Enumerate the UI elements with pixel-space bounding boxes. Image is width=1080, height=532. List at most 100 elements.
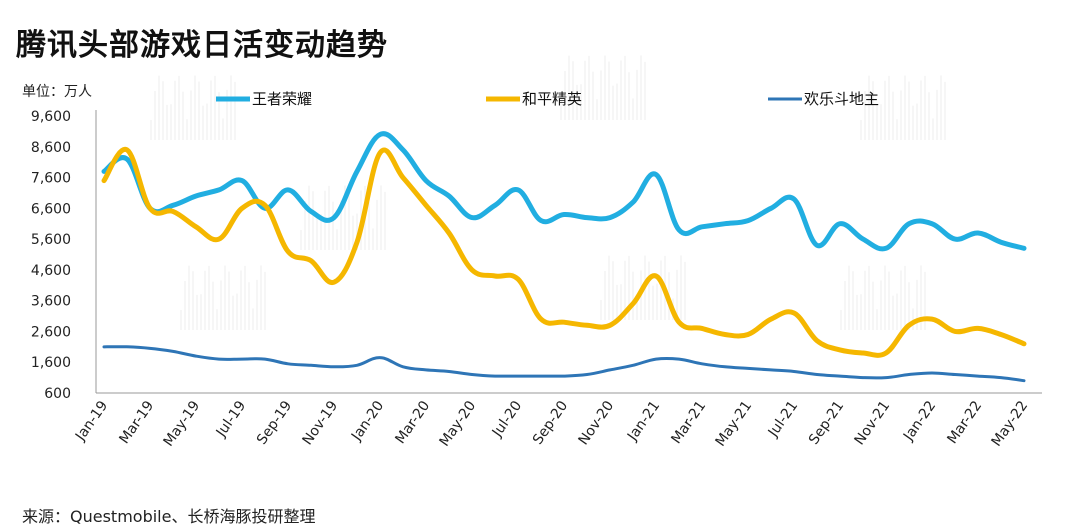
unit-label: 单位：万人 [22, 84, 92, 100]
x-axis-ticks: Jan-19 Mar-19 May-19 Jul-19 Sep-19 Nov-19 Jan-… [72, 398, 1031, 449]
watermark-bar [632, 98, 634, 120]
watermark-bar [244, 266, 246, 330]
y-tick-label: 6,600 [31, 201, 71, 217]
watermark-bar [372, 228, 374, 250]
watermark-bar [592, 72, 594, 120]
watermark-bar [660, 260, 662, 320]
watermark-bar [880, 104, 882, 140]
watermark-bar [216, 309, 218, 330]
watermark-bar [912, 308, 914, 330]
watermark-bar [204, 271, 206, 330]
watermark-bar [190, 90, 192, 140]
watermark-bar [876, 105, 878, 140]
x-tick-label: Mar-22 [944, 398, 985, 447]
y-tick-label: 8,600 [31, 140, 71, 156]
watermark-bar [900, 270, 902, 330]
watermark-bar [170, 104, 172, 140]
watermark-bar [214, 76, 216, 140]
x-tick-label: Jul-20 [489, 398, 525, 441]
y-tick-label: 600 [44, 386, 71, 402]
watermark-bar [376, 200, 378, 250]
watermark-bar [896, 119, 898, 140]
page-title: 腾讯头部游戏日活变动趋势 [16, 28, 388, 63]
watermark-bar [628, 72, 630, 120]
watermark-bar [162, 81, 164, 140]
watermark-bar [624, 56, 626, 120]
watermark-bar [928, 92, 930, 140]
x-tick-label: Nov-21 [852, 398, 894, 448]
watermark-bar [848, 266, 850, 330]
watermark-bar [884, 81, 886, 140]
watermark-bar [932, 118, 934, 140]
watermark-bar [620, 60, 622, 120]
watermark-bar [230, 75, 232, 140]
watermark-bar [332, 202, 334, 250]
watermark-bar [604, 271, 606, 320]
watermark-bar [234, 82, 236, 140]
y-tick-label: 5,600 [31, 232, 71, 248]
y-tick-label: 9,600 [31, 109, 71, 125]
watermark-bar [202, 106, 204, 140]
watermark-bar [348, 192, 350, 250]
watermark-bar [944, 82, 946, 140]
watermark-bar [896, 294, 898, 330]
watermark-bar [912, 106, 914, 140]
watermark-bar [872, 282, 874, 330]
x-tick-label: Jan-22 [900, 398, 939, 444]
legend-label: 王者荣耀 [252, 90, 312, 108]
legend: 王者荣耀 和平精英 欢乐斗地主 [216, 90, 879, 108]
x-tick-label: Mar-20 [392, 398, 433, 447]
x-tick-label: May-19 [161, 398, 204, 449]
watermark-bar [612, 261, 614, 320]
y-axis-ticks: 600 1,600 2,600 3,600 4,600 5,600 6,600 7,600 8,… [31, 109, 71, 402]
watermark-bar [888, 76, 890, 140]
watermark-bar [868, 266, 870, 330]
watermark-bar [264, 272, 266, 330]
watermark-bar [864, 271, 866, 330]
x-tick-label: Sep-21 [806, 398, 847, 448]
watermark-bar [648, 262, 650, 320]
watermark-bar [684, 262, 686, 320]
x-tick-label: Jan-20 [348, 398, 387, 444]
watermark-bar [612, 86, 614, 120]
watermark-bar [920, 80, 922, 140]
watermark-bar [384, 192, 386, 250]
y-tick-label: 3,600 [31, 294, 71, 310]
watermark-bar [154, 91, 156, 140]
watermark-bar [892, 296, 894, 330]
watermark-bar [856, 295, 858, 330]
watermark-bar [640, 55, 642, 120]
watermark-bar [208, 266, 210, 330]
watermark-bar [316, 215, 318, 250]
watermark-bar [206, 104, 208, 140]
y-tick-label: 1,600 [31, 355, 71, 371]
series-lines [101, 131, 1027, 383]
watermark-bar [860, 120, 862, 140]
watermark-bar [150, 120, 152, 140]
watermark-bar [308, 186, 310, 250]
watermark-bar [608, 62, 610, 120]
watermark-bar [224, 266, 226, 330]
watermark-bar [656, 284, 658, 320]
watermark-bar [158, 76, 160, 140]
watermark-bar [186, 119, 188, 140]
watermark-bar [220, 280, 222, 330]
watermark-bar [916, 104, 918, 140]
legend-label: 欢乐斗地主 [804, 90, 879, 108]
watermark-bar [884, 266, 886, 330]
watermark-bar [940, 75, 942, 140]
watermark-bar [252, 308, 254, 330]
watermark-bar [368, 202, 370, 250]
watermark-bar [936, 90, 938, 140]
watermark-bar [336, 229, 338, 250]
watermark-bar [248, 282, 250, 330]
watermark-bar [300, 230, 302, 250]
watermark-bar [860, 294, 862, 330]
watermark-bar [608, 256, 610, 320]
watermark-bar [904, 266, 906, 330]
x-tick-label: Sep-20 [530, 398, 571, 448]
x-tick-label: Mar-19 [116, 398, 157, 447]
watermark-bar [924, 76, 926, 140]
watermark-bar [174, 81, 176, 140]
watermark-bar [840, 310, 842, 330]
